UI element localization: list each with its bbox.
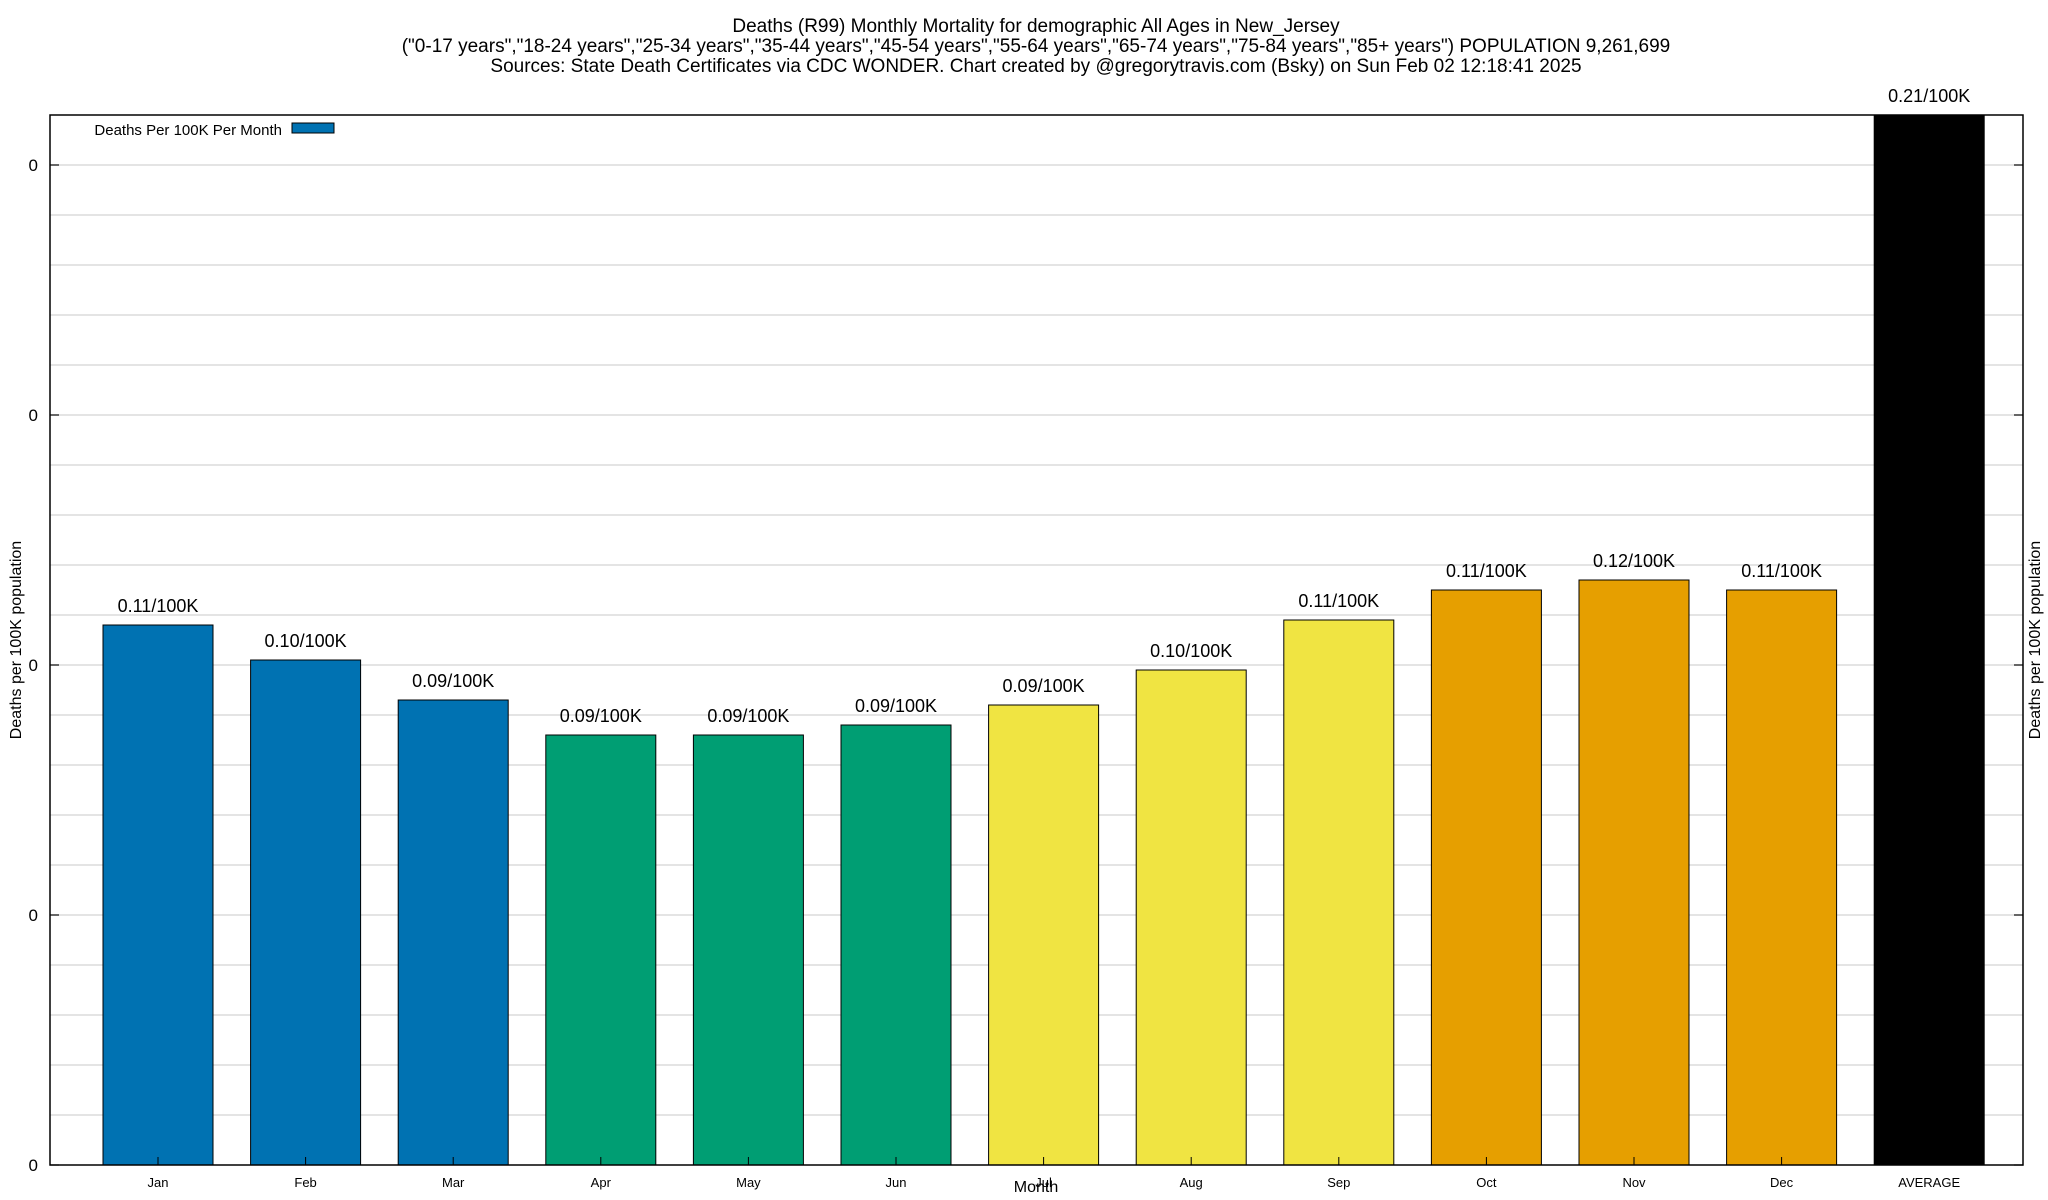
x-tick-label: Jul bbox=[1035, 1175, 1052, 1190]
x-axis-title: Month bbox=[1014, 1179, 1058, 1196]
y-axis-title-right: Deaths per 100K population bbox=[2027, 541, 2044, 739]
y-axis-title-left: Deaths per 100K population bbox=[8, 541, 25, 739]
bar-value-label: 0.10/100K bbox=[265, 631, 347, 651]
x-tick-label: Mar bbox=[442, 1175, 465, 1190]
y-tick-label: 0 bbox=[29, 406, 38, 425]
y-tick-label: 0 bbox=[29, 1156, 38, 1175]
chart-subtitle: ("0-17 years","18-24 years","25-34 years… bbox=[402, 36, 1671, 57]
bar-value-label: 0.11/100K bbox=[1741, 561, 1822, 581]
x-tick-label: Oct bbox=[1476, 1175, 1497, 1190]
bar-mar bbox=[397, 699, 509, 1166]
chart-title: Deaths (R99) Monthly Mortality for demog… bbox=[732, 16, 1340, 37]
bar-value-label: 0.12/100K bbox=[1593, 551, 1675, 571]
bar-average bbox=[1873, 114, 1985, 1166]
bar-jul bbox=[988, 704, 1100, 1166]
bar-sep bbox=[1283, 619, 1395, 1166]
bars bbox=[102, 114, 1985, 1166]
chart-source: Sources: State Death Certificates via CD… bbox=[490, 56, 1581, 77]
bar-value-label: 0.09/100K bbox=[560, 706, 642, 726]
bar-aug bbox=[1135, 669, 1247, 1166]
bar-apr bbox=[545, 734, 657, 1166]
bar-value-label: 0.09/100K bbox=[1003, 676, 1085, 696]
legend-label: Deaths Per 100K Per Month bbox=[94, 122, 282, 139]
legend-swatch bbox=[291, 122, 335, 134]
y-tick-label: 0 bbox=[29, 656, 38, 675]
bar-jan bbox=[102, 624, 214, 1166]
x-tick-label: Feb bbox=[294, 1175, 316, 1190]
bar-value-label: 0.09/100K bbox=[855, 696, 937, 716]
bar-value-label: 0.09/100K bbox=[412, 671, 494, 691]
x-tick-label: Jan bbox=[148, 1175, 169, 1190]
bar-jun bbox=[840, 724, 952, 1166]
bar-value-label: 0.11/100K bbox=[1446, 561, 1527, 581]
bar-oct bbox=[1430, 589, 1542, 1166]
bar-value-label: 0.11/100K bbox=[1298, 591, 1379, 611]
x-tick-label: AVERAGE bbox=[1898, 1175, 1960, 1190]
bar-labels: 0.11/100K 0.10/100K 0.09/100K 0.09/100K 0.09… bbox=[118, 86, 1971, 726]
x-axis-ticks: Jan Feb Mar Apr May Jun Jul Aug Sep Oct Nov Dec AVER… bbox=[148, 1157, 1960, 1190]
x-tick-label: Nov bbox=[1622, 1175, 1646, 1190]
y-tick-label: 0 bbox=[29, 906, 38, 925]
x-tick-label: Jun bbox=[886, 1175, 907, 1190]
bar-value-label: 0.21/100K bbox=[1888, 86, 1970, 106]
x-tick-label: Aug bbox=[1180, 1175, 1203, 1190]
x-tick-label: Sep bbox=[1327, 1175, 1350, 1190]
bar-value-label: 0.10/100K bbox=[1150, 641, 1232, 661]
plot-frame bbox=[49, 114, 2024, 1166]
bar-nov bbox=[1578, 579, 1690, 1166]
legend: Deaths Per 100K Per Month bbox=[94, 122, 335, 139]
bar-may bbox=[692, 734, 804, 1166]
bar-value-label: 0.09/100K bbox=[707, 706, 789, 726]
bar-dec bbox=[1726, 589, 1838, 1166]
x-tick-label: Apr bbox=[591, 1175, 612, 1190]
y-tick-label: 0 bbox=[29, 156, 38, 175]
bar-value-label: 0.11/100K bbox=[118, 596, 199, 616]
bar-feb bbox=[250, 659, 362, 1166]
x-tick-label: May bbox=[736, 1175, 761, 1190]
x-tick-label: Dec bbox=[1770, 1175, 1794, 1190]
